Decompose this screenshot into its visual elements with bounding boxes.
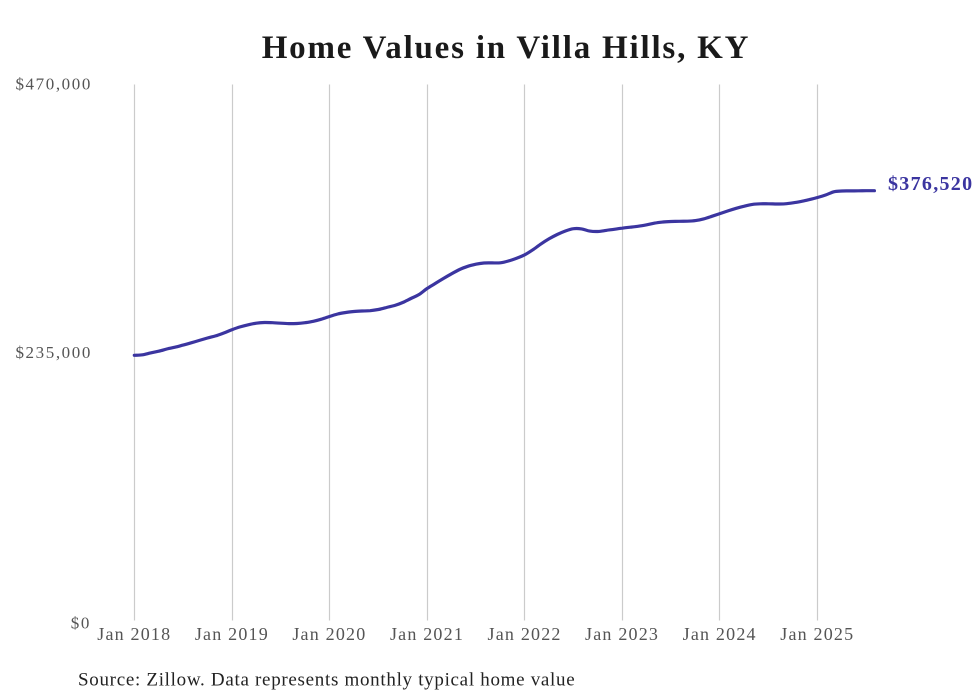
svg-text:Jan 2024: Jan 2024 <box>683 624 757 644</box>
svg-text:Jan 2019: Jan 2019 <box>195 624 269 644</box>
svg-text:Jan 2025: Jan 2025 <box>780 624 854 644</box>
svg-text:$376,520: $376,520 <box>888 173 973 195</box>
svg-text:Home Values in Villa Hills, KY: Home Values in Villa Hills, KY <box>262 30 751 66</box>
svg-text:Jan 2021: Jan 2021 <box>390 624 464 644</box>
svg-text:Source: Zillow. Data represent: Source: Zillow. Data represents monthly … <box>78 670 575 691</box>
svg-text:Jan 2018: Jan 2018 <box>97 624 171 644</box>
svg-text:$470,000: $470,000 <box>15 75 92 94</box>
svg-text:$235,000: $235,000 <box>15 343 92 362</box>
svg-text:$0: $0 <box>71 614 91 633</box>
svg-text:Jan 2020: Jan 2020 <box>292 624 366 644</box>
svg-text:Jan 2022: Jan 2022 <box>488 624 562 644</box>
svg-text:Jan 2023: Jan 2023 <box>585 624 659 644</box>
